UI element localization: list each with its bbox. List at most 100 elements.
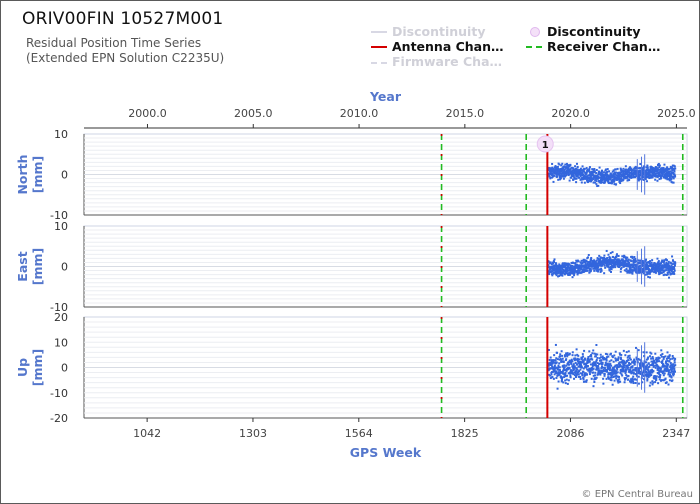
data-point (606, 262, 609, 265)
data-point (594, 178, 597, 181)
data-point (595, 358, 598, 361)
data-point (642, 371, 645, 374)
year-tick-label: 2010.0 (340, 107, 379, 120)
data-point (550, 371, 553, 374)
data-point (575, 266, 578, 269)
data-point (645, 174, 648, 177)
data-point (581, 374, 584, 377)
data-point (665, 265, 668, 268)
data-point (674, 357, 677, 360)
data-point (617, 375, 620, 378)
data-point (642, 351, 645, 354)
data-point (662, 356, 665, 359)
data-point (607, 372, 610, 375)
data-point (570, 261, 573, 264)
data-point (655, 375, 658, 378)
data-point (561, 360, 564, 363)
data-point (658, 378, 661, 381)
data-point (662, 363, 665, 366)
data-point (560, 360, 563, 363)
data-point (672, 374, 675, 377)
data-point (660, 379, 663, 382)
data-point (654, 172, 657, 175)
data-point (646, 374, 649, 377)
data-point (602, 174, 605, 177)
data-point (664, 177, 667, 180)
data-point (584, 374, 587, 377)
data-point (569, 376, 572, 379)
data-point (648, 365, 651, 368)
data-point (580, 259, 583, 262)
data-point (654, 377, 657, 380)
data-point (579, 175, 582, 178)
data-point (643, 262, 646, 265)
data-point (610, 174, 613, 177)
data-point (645, 365, 648, 368)
data-point (646, 165, 649, 168)
data-point (594, 181, 597, 184)
data-point (605, 249, 608, 252)
data-point (620, 373, 623, 376)
data-point (635, 367, 638, 370)
data-point (551, 365, 554, 368)
data-point (622, 361, 625, 364)
data-point (553, 368, 556, 371)
data-point (568, 263, 571, 266)
data-point (666, 174, 669, 177)
data-point (556, 169, 559, 172)
data-point (575, 263, 578, 266)
data-point (553, 174, 556, 177)
data-point (588, 169, 591, 172)
data-point (652, 377, 655, 380)
data-point (647, 356, 650, 359)
subtitle-line-1: Residual Position Time Series (26, 36, 202, 50)
data-point (599, 260, 602, 263)
data-point (624, 169, 627, 172)
data-point (652, 264, 655, 267)
data-point (554, 359, 557, 362)
data-point (612, 366, 615, 369)
data-point (638, 371, 641, 374)
data-point (603, 374, 606, 377)
data-point (606, 257, 609, 260)
data-point (670, 178, 673, 181)
data-point (613, 183, 616, 186)
data-point (648, 270, 651, 273)
data-point (627, 374, 630, 377)
data-point (614, 171, 617, 174)
data-point (666, 262, 669, 265)
data-point (663, 365, 666, 368)
data-point (560, 379, 563, 382)
data-point (581, 361, 584, 364)
data-point (555, 361, 558, 364)
panel-ylabel-line1: Up (15, 358, 30, 377)
data-point (629, 265, 632, 268)
data-point (668, 379, 671, 382)
data-point (629, 380, 632, 383)
data-point (604, 361, 607, 364)
data-point (549, 377, 552, 380)
data-point (590, 176, 593, 179)
data-point (597, 369, 600, 372)
data-point (571, 169, 574, 172)
data-point (588, 171, 591, 174)
data-point (649, 381, 652, 384)
data-point (553, 258, 556, 261)
data-point (552, 167, 555, 170)
data-point (599, 258, 602, 261)
data-point (556, 165, 559, 168)
data-point (621, 258, 624, 261)
data-point (607, 180, 610, 183)
data-point (600, 169, 603, 172)
data-point (598, 254, 601, 257)
data-point (566, 352, 569, 355)
data-point (582, 376, 585, 379)
data-point (648, 384, 651, 387)
data-point (664, 258, 667, 261)
y-tick-label: 0 (61, 169, 68, 182)
data-point (627, 378, 630, 381)
data-point (656, 360, 659, 363)
data-point (596, 367, 599, 370)
data-point (558, 371, 561, 374)
data-point (603, 254, 606, 257)
